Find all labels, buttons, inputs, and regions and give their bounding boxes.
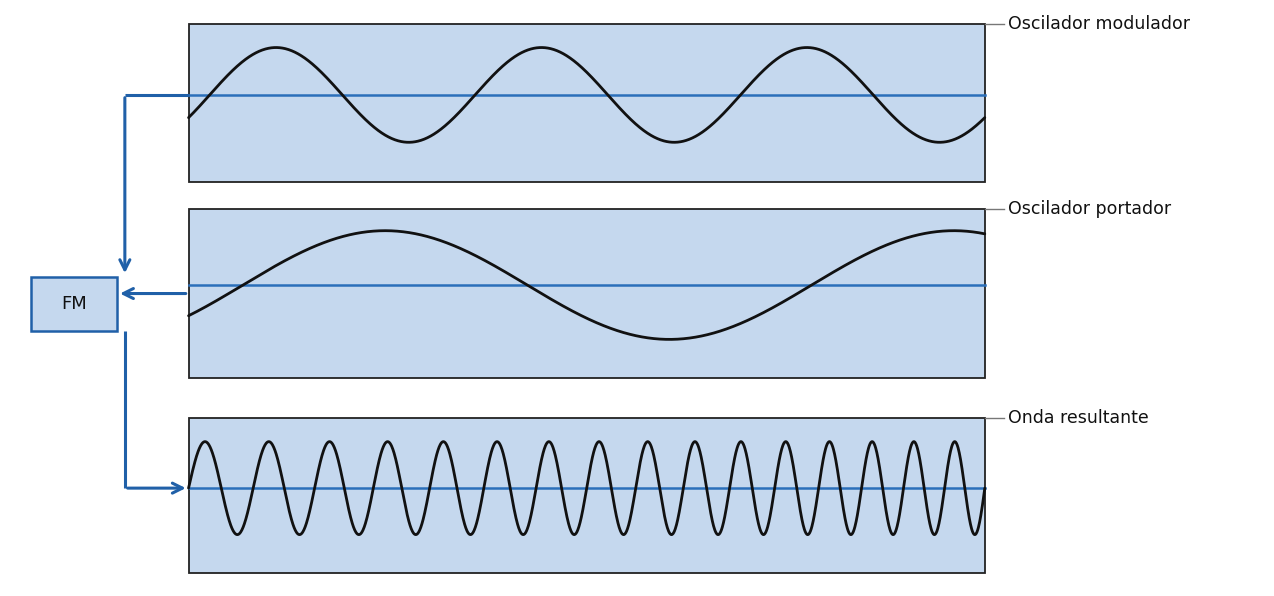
- Text: Oscilador modulador: Oscilador modulador: [1008, 15, 1190, 33]
- Text: Onda resultante: Onda resultante: [1008, 409, 1148, 427]
- Bar: [189, 418, 985, 573]
- Bar: [189, 209, 985, 378]
- Text: Oscilador portador: Oscilador portador: [1008, 200, 1171, 218]
- Bar: [31, 277, 117, 331]
- Bar: [189, 24, 985, 182]
- Text: FM: FM: [61, 295, 87, 313]
